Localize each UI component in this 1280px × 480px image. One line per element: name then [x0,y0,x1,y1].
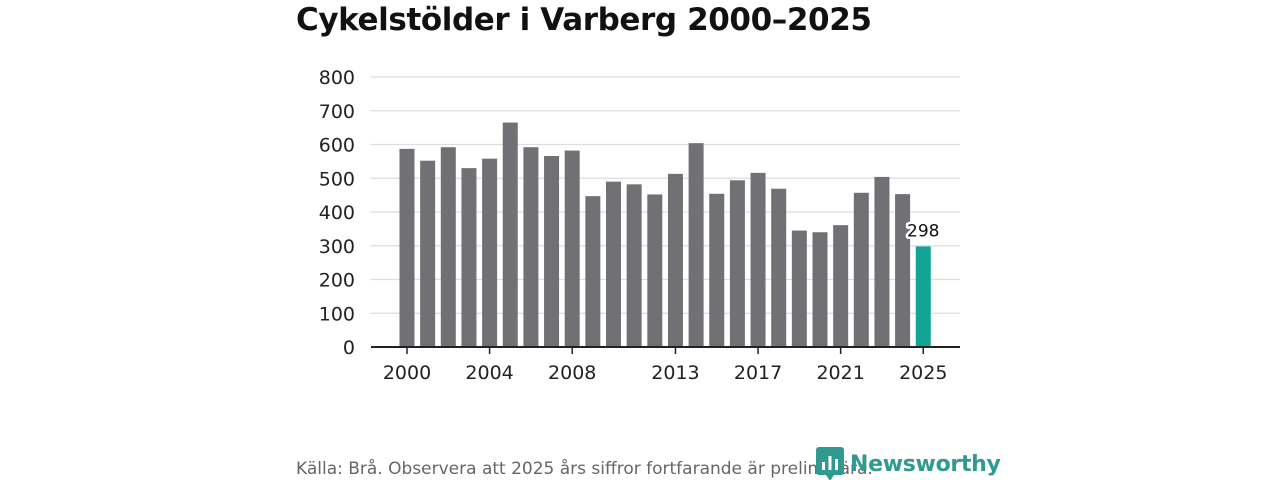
newsworthy-logo-icon [816,447,844,480]
bars [399,122,931,347]
bar-2007 [544,155,560,347]
bar-2022 [853,192,869,347]
bar-2005 [502,122,518,347]
x-tick-label: 2021 [816,362,864,384]
newsworthy-logo: Newsworthy [816,447,1001,480]
bar-2000 [399,148,415,347]
y-tick-label: 300 [319,236,355,258]
bar-2018 [771,188,787,347]
bar-2009 [585,196,601,347]
bar-2019 [791,230,807,347]
source-note: Källa: Brå. Observera att 2025 års siffr… [296,459,873,479]
x-tick-label: 2008 [548,362,596,384]
x-tick-label: 2000 [383,362,431,384]
bar-2003 [461,168,477,347]
x-tick-label: 2025 [899,362,947,384]
bar-2010 [606,181,621,347]
bar-2025 [915,246,931,347]
bar-2015 [709,193,725,347]
data-label-2025: 298 [907,221,939,241]
y-tick-label: 800 [319,67,355,89]
newsworthy-logo-text: Newsworthy [850,451,1001,477]
x-tick-label: 2017 [734,362,782,384]
bar-2011 [626,184,642,347]
y-tick-label: 600 [319,135,355,157]
bar-2008 [564,150,580,347]
bar-2024 [895,194,911,347]
bar-2016 [729,180,745,347]
y-tick-label: 400 [319,202,355,224]
x-axis-ticks: 2000 2004 2008 2013 2017 2021 2025 [383,347,947,384]
bar-2006 [523,147,539,347]
bar-2014 [688,143,704,347]
bar-2012 [647,194,663,347]
x-tick-label: 2013 [651,362,699,384]
data-labels: 298 [905,219,942,244]
gridlines [371,76,960,314]
bar-2020 [812,232,828,347]
bar-2001 [420,160,436,347]
bar-2017 [750,172,766,347]
x-tick-label: 2004 [465,362,513,384]
bar-2023 [874,176,890,347]
y-tick-label: 700 [319,101,355,123]
bar-2002 [440,147,456,347]
y-axis-ticks: 0 100 200 300 400 500 600 700 800 [319,67,355,359]
y-tick-label: 500 [319,168,355,190]
chart-title: Cykelstölder i Varberg 2000–2025 [296,2,872,38]
y-tick-label: 200 [319,270,355,292]
bar-2004 [482,158,498,347]
y-tick-label: 0 [343,337,355,359]
y-tick-label: 100 [319,303,355,325]
bar-2013 [667,173,683,347]
bar-2021 [833,225,849,347]
